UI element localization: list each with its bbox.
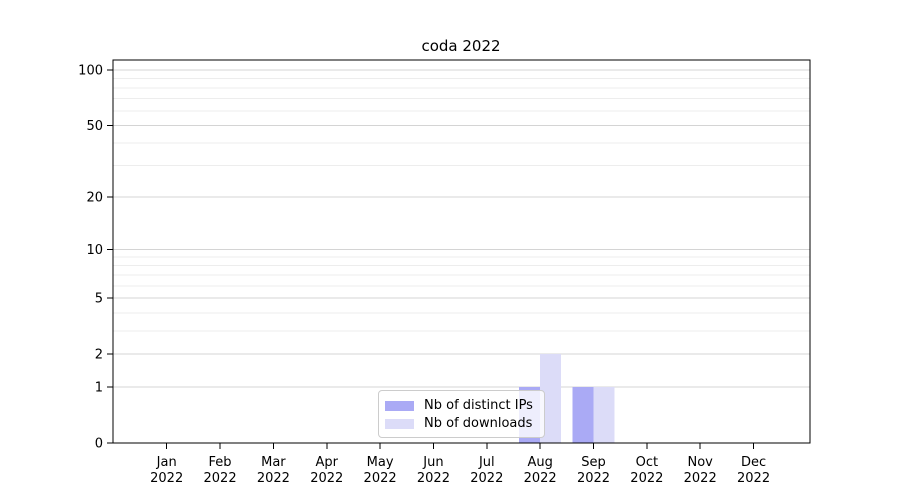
y-tick-label: 100 xyxy=(78,64,103,79)
x-tick-label-year: 2022 xyxy=(470,471,503,486)
gridlines xyxy=(113,69,810,388)
x-tick-label-year: 2022 xyxy=(577,471,610,486)
x-tick-label-year: 2022 xyxy=(257,471,290,486)
x-tick-label-month: Aug xyxy=(527,455,552,470)
x-tick-label-month: Nov xyxy=(688,455,714,470)
x-tick-label-month: Jul xyxy=(478,455,495,470)
legend-item-downloads: Nb of downloads xyxy=(385,415,535,432)
legend: Nb of distinct IPs Nb of downloads xyxy=(378,390,545,438)
x-tick-label-month: Dec xyxy=(741,455,766,470)
x-tick-label-year: 2022 xyxy=(524,471,557,486)
y-tick-label: 5 xyxy=(95,292,103,307)
x-tick-label-month: Feb xyxy=(209,455,232,470)
legend-swatch-distinct-ips xyxy=(385,400,414,411)
x-tick-label-year: 2022 xyxy=(150,471,183,486)
x-tick-label-month: Jun xyxy=(422,455,443,470)
x-tick-label-month: Mar xyxy=(261,455,286,470)
chart-title: coda 2022 xyxy=(421,37,500,55)
x-tick-label-month: Sep xyxy=(581,455,606,470)
x-tick-label-month: Oct xyxy=(636,455,658,470)
legend-swatch-downloads xyxy=(385,418,414,429)
x-tick-label-month: Apr xyxy=(316,455,339,470)
bar-distinct-ips xyxy=(572,386,594,443)
x-tick-label-year: 2022 xyxy=(684,471,717,486)
bar-downloads xyxy=(540,354,562,443)
y-tick-label: 1 xyxy=(95,380,103,395)
y-tick-label: 20 xyxy=(86,191,103,206)
legend-item-distinct-ips: Nb of distinct IPs xyxy=(385,397,535,414)
y-tick-label: 0 xyxy=(95,437,103,452)
x-tick-label-year: 2022 xyxy=(630,471,663,486)
plot-border xyxy=(112,59,811,444)
legend-label-distinct-ips: Nb of distinct IPs xyxy=(424,398,533,413)
legend-label-downloads: Nb of downloads xyxy=(424,416,533,431)
x-tick-label-year: 2022 xyxy=(417,471,450,486)
axes-group: 0125102050100Jan2022Feb2022Mar2022Apr202… xyxy=(78,59,811,486)
x-tick-label-year: 2022 xyxy=(204,471,237,486)
bar-downloads xyxy=(593,386,615,443)
x-tick-label-year: 2022 xyxy=(737,471,770,486)
y-tick-label: 2 xyxy=(95,348,103,363)
x-tick-label-month: May xyxy=(367,455,394,470)
x-tick-label-month: Jan xyxy=(156,455,177,470)
x-tick-label-year: 2022 xyxy=(310,471,343,486)
x-tick-label-year: 2022 xyxy=(364,471,397,486)
y-tick-label: 10 xyxy=(86,243,103,258)
y-tick-label: 50 xyxy=(86,119,103,134)
